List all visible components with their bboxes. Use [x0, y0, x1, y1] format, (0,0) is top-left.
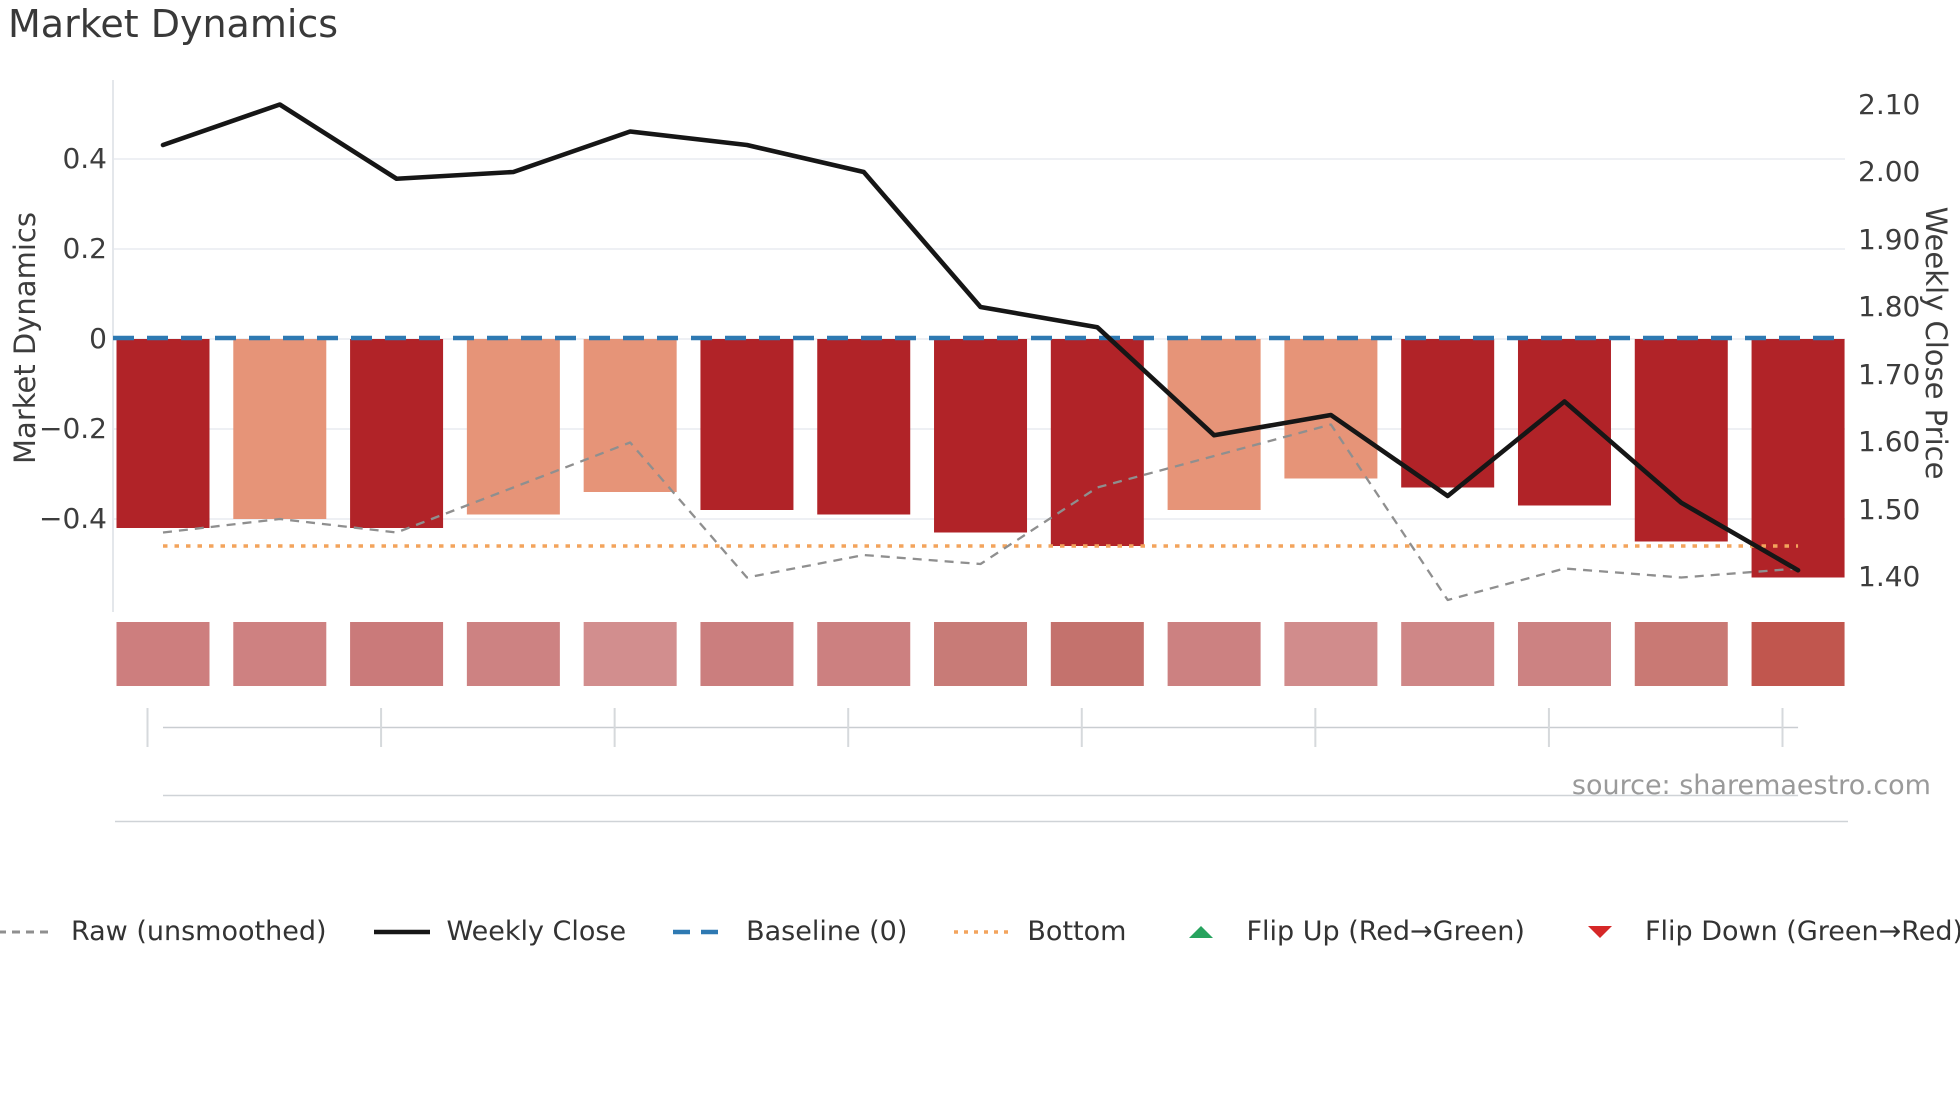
chart-canvas — [112, 80, 1848, 823]
heatmap-cell — [116, 622, 210, 686]
source-credit: source: sharemaestro.com — [1571, 770, 1931, 801]
raw-line-layer — [162, 423, 1799, 602]
heatmap-cell — [1167, 622, 1261, 686]
legend-item: Weekly Close — [373, 916, 627, 947]
legend-item: Flip Up (Red→Green) — [1172, 916, 1525, 947]
right-axis-tick-label: 1.50 — [1858, 492, 1921, 526]
bar — [116, 339, 210, 528]
legend-label: Raw (unsmoothed) — [70, 916, 327, 947]
right-axis-tick-label: 1.40 — [1858, 560, 1921, 593]
heatmap-cell — [233, 622, 327, 686]
x-axis-layer — [115, 708, 1848, 823]
left-axis-tick-label: −0.4 — [39, 502, 107, 535]
raw-line — [162, 423, 1799, 602]
legend-label: Baseline (0) — [746, 916, 908, 947]
bar — [1401, 339, 1495, 488]
legend-label: Bottom — [1027, 916, 1127, 947]
long-dashes-icon — [673, 929, 730, 934]
bar — [934, 339, 1028, 533]
legend-item: Bottom — [953, 916, 1126, 947]
bar — [817, 339, 911, 515]
right-axis-tick-label: 1.70 — [1858, 357, 1921, 391]
legend-label: Weekly Close — [446, 916, 627, 947]
bar — [233, 339, 327, 519]
left-axis-tick-label: 0 — [89, 322, 107, 355]
bar — [1751, 339, 1845, 578]
dashed-line-icon — [0, 930, 54, 933]
triangle-up-icon — [1189, 925, 1214, 938]
reference-lines-layer — [113, 335, 1845, 548]
dotted-line-icon — [954, 929, 1011, 934]
left-axis-tick-label: 0.2 — [62, 232, 107, 265]
bars-layer — [116, 339, 1845, 578]
bar — [1517, 339, 1611, 506]
weekly-close-line-layer — [160, 102, 1801, 573]
bar — [1167, 339, 1261, 510]
weekly-close-line — [160, 102, 1801, 573]
right-axis-tick-label: 1.90 — [1858, 222, 1921, 256]
bar — [583, 339, 677, 492]
heatmap-cell — [1401, 622, 1495, 686]
heatmap-cell — [817, 622, 911, 686]
bar — [1634, 339, 1728, 542]
heatmap-cell — [1050, 622, 1144, 686]
heatmap-cell — [700, 622, 794, 686]
left-axis-tick-label: −0.2 — [39, 412, 107, 445]
heatmap-cell — [934, 622, 1028, 686]
heatmap-strip-layer — [116, 622, 1845, 686]
right-axis-tick-label: 1.80 — [1858, 290, 1921, 323]
right-axis-tick-label: 1.60 — [1858, 425, 1921, 458]
legend-item: Raw (unsmoothed) — [0, 916, 327, 947]
legend-item: Flip Down (Green→Red) — [1571, 916, 1960, 947]
heatmap-cell — [1517, 622, 1611, 686]
heatmap-cell — [1634, 622, 1728, 686]
legend-label: Flip Down (Green→Red) — [1644, 916, 1960, 947]
legend-label: Flip Up (Red→Green) — [1246, 916, 1525, 947]
legend: Raw (unsmoothed) Weekly Close Baseline (0)… — [0, 916, 1960, 947]
right-axis-tick-label: 2.10 — [1858, 87, 1921, 121]
page-title: Market Dynamics — [8, 2, 339, 46]
heatmap-cell — [1751, 622, 1845, 686]
bar — [700, 339, 794, 510]
bar — [1050, 339, 1144, 546]
triangle-down-icon — [1587, 925, 1612, 938]
left-axis-tick-label: 0.4 — [62, 142, 107, 175]
bar — [1284, 339, 1378, 479]
heatmap-cell — [466, 622, 560, 686]
heatmap-cell — [350, 622, 444, 686]
bar — [466, 339, 560, 515]
heatmap-cell — [1284, 622, 1378, 686]
right-axis-tick-label: 2.00 — [1858, 155, 1921, 188]
bar — [350, 339, 444, 528]
solid-line-icon — [373, 929, 430, 934]
heatmap-cell — [583, 622, 677, 686]
legend-item: Baseline (0) — [672, 916, 907, 947]
